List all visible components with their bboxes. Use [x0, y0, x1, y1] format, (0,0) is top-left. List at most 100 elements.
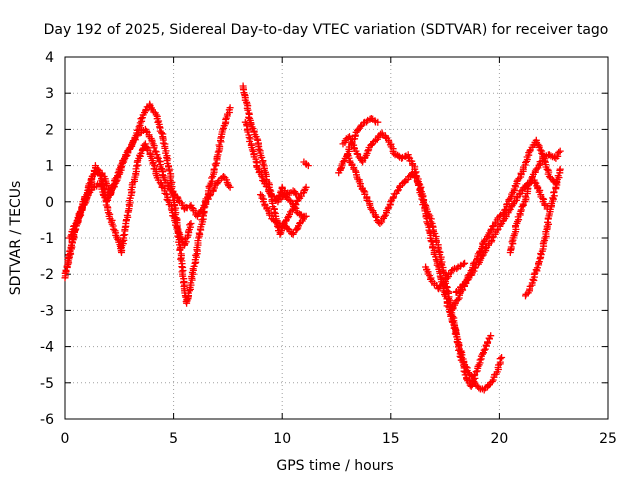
data-point-marker — [431, 230, 439, 237]
data-point-marker — [449, 313, 457, 321]
data-point-marker — [135, 123, 143, 131]
data-point-marker — [136, 119, 144, 127]
data-point-marker — [427, 218, 435, 226]
data-point-marker — [153, 153, 161, 161]
data-point-marker — [536, 146, 544, 154]
y-tick-label: -2 — [40, 267, 54, 283]
data-point-marker — [192, 251, 200, 259]
data-point-marker — [67, 232, 75, 240]
data-point-marker — [211, 160, 219, 168]
data-point-marker — [301, 213, 308, 221]
data-point-marker — [195, 229, 203, 237]
data-point-marker — [441, 291, 448, 298]
data-point-marker — [496, 355, 504, 363]
data-point-marker — [158, 129, 165, 137]
data-point-marker — [480, 346, 488, 354]
data-point-marker — [302, 212, 310, 220]
series-track-8 — [300, 158, 312, 170]
y-tick-label: 2 — [45, 122, 54, 138]
data-point-marker — [270, 208, 278, 216]
data-point-marker — [372, 213, 380, 220]
data-point-marker — [151, 147, 159, 155]
data-point-marker — [296, 194, 304, 202]
data-point-marker — [424, 270, 432, 278]
data-point-marker — [219, 126, 227, 134]
data-point-marker — [372, 213, 380, 221]
data-point-marker — [258, 154, 266, 161]
data-point-marker — [258, 194, 266, 202]
data-point-marker — [114, 235, 122, 243]
data-point-marker — [505, 207, 513, 215]
data-point-marker — [460, 260, 467, 268]
series-track-11 — [343, 151, 506, 394]
data-point-marker — [463, 375, 471, 383]
data-point-marker — [225, 182, 233, 190]
data-point-marker — [273, 218, 281, 226]
data-point-marker — [114, 169, 122, 177]
data-point-marker — [167, 187, 175, 195]
y-axis-label: SDTVAR / TECUs — [8, 181, 24, 296]
data-point-marker — [343, 151, 351, 159]
data-point-marker — [478, 350, 486, 358]
data-point-marker — [534, 140, 542, 148]
data-point-marker — [404, 153, 412, 161]
data-point-marker — [143, 127, 150, 135]
x-tick-label: 5 — [169, 431, 178, 447]
data-point-marker — [165, 167, 173, 175]
x-tick-label: 25 — [599, 431, 617, 447]
data-point-marker — [396, 183, 403, 191]
data-point-marker — [415, 180, 423, 188]
data-point-marker — [493, 226, 501, 234]
y-tick-label: 3 — [45, 86, 54, 102]
y-tick-label: -1 — [40, 231, 54, 247]
data-point-marker — [123, 211, 131, 219]
data-point-marker — [472, 368, 480, 376]
x-tick-label: 15 — [382, 431, 400, 447]
grid-lines — [65, 57, 608, 419]
data-point-marker — [471, 264, 479, 272]
data-point-marker — [149, 160, 157, 168]
data-point-marker — [426, 214, 434, 222]
axes — [64, 56, 609, 420]
data-point-marker — [467, 372, 475, 380]
data-point-marker — [374, 118, 382, 126]
data-point-marker — [461, 259, 469, 267]
data-point-marker — [541, 234, 549, 242]
data-point-marker — [176, 246, 184, 254]
data-point-marker — [150, 144, 158, 152]
data-point-marker — [535, 161, 543, 169]
data-point-marker — [390, 149, 398, 157]
data-point-marker — [244, 128, 252, 136]
data-point-marker — [337, 165, 344, 173]
x-tick-label: 10 — [273, 431, 291, 447]
data-point-marker — [167, 205, 175, 213]
data-point-marker — [302, 183, 310, 191]
data-point-marker — [507, 243, 515, 251]
data-point-marker — [200, 201, 208, 209]
data-point-marker — [295, 193, 303, 201]
data-point-marker — [258, 172, 266, 180]
data-point-marker — [382, 133, 390, 141]
series-track-3 — [65, 140, 195, 256]
data-point-marker — [152, 111, 160, 119]
data-point-marker — [416, 186, 424, 194]
y-tick-label: -3 — [40, 303, 54, 319]
data-point-marker — [488, 234, 496, 242]
x-tick-label: 20 — [490, 431, 508, 447]
data-point-marker — [538, 149, 546, 157]
data-point-marker — [104, 209, 112, 217]
data-point-marker — [107, 185, 115, 193]
tick-labels: 0 5 10 15 20 25 -6 -5 -4 -3 -2 -1 0 1 2 3 4 — [40, 50, 617, 447]
data-point-marker — [498, 354, 506, 361]
data-point-marker — [257, 191, 264, 199]
x-axis-label: GPS time / hours — [276, 458, 393, 474]
data-point-marker — [158, 165, 166, 173]
y-tick-label: -4 — [40, 340, 54, 356]
data-point-marker — [443, 274, 451, 282]
data-point-marker — [440, 278, 448, 286]
data-point-marker — [208, 174, 216, 182]
data-point-marker — [159, 139, 167, 147]
series-track-16 — [522, 165, 564, 300]
data-point-marker — [483, 233, 491, 240]
